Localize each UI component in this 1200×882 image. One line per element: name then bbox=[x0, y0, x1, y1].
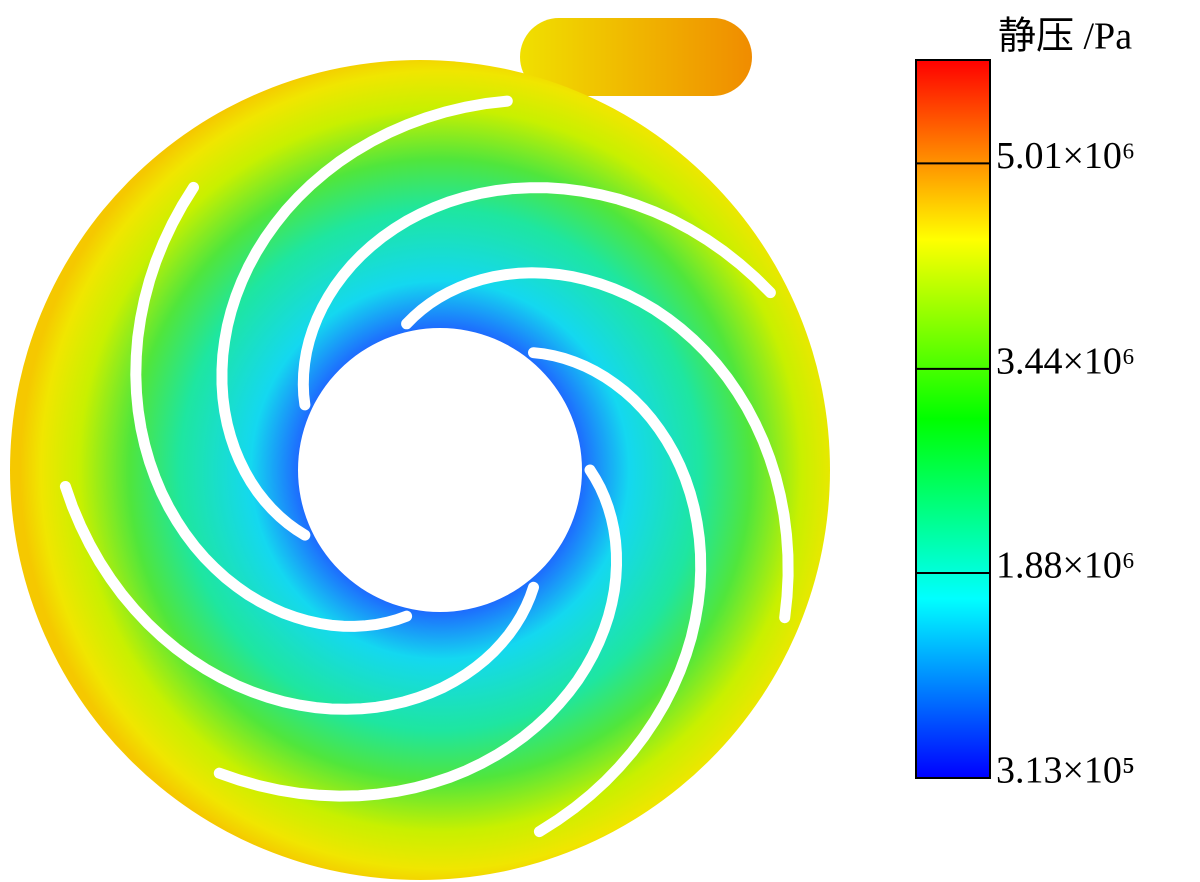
colorbar-tick-label: 1.88×10⁶ bbox=[996, 545, 1135, 587]
blade bbox=[528, 347, 707, 838]
colorbar-tick-label: 5.01×10⁶ bbox=[996, 135, 1135, 177]
blade bbox=[297, 182, 776, 411]
colorbar bbox=[915, 59, 991, 779]
blade bbox=[130, 181, 413, 632]
blade bbox=[401, 267, 794, 624]
volute-outlet bbox=[520, 18, 752, 96]
colorbar-tick-label: 3.44×10⁶ bbox=[996, 341, 1135, 383]
blade bbox=[59, 481, 539, 715]
blade bbox=[213, 464, 623, 802]
colorbar-tick-label: 3.13×10⁵ bbox=[996, 750, 1135, 792]
blade bbox=[216, 95, 513, 541]
pressure-field bbox=[10, 18, 830, 880]
hub bbox=[298, 328, 582, 612]
colorbar-title: 静压 /Pa bbox=[998, 16, 1132, 58]
